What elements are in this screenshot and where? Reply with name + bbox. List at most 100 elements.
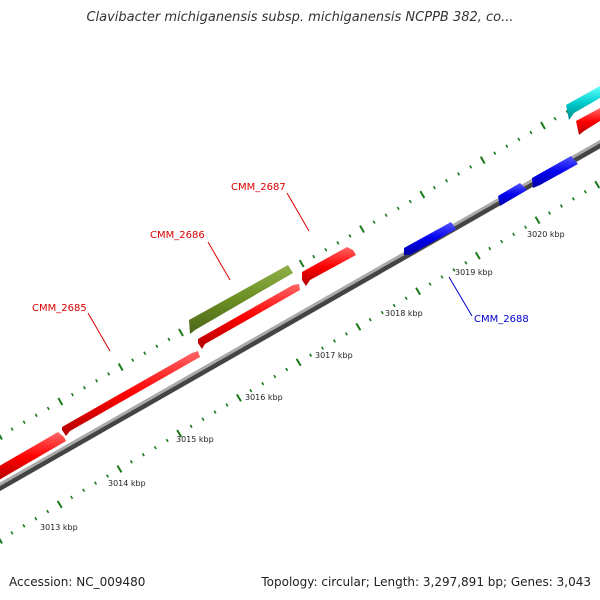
gene-arrow[interactable] xyxy=(576,108,600,135)
major-tick xyxy=(594,180,600,189)
leader-line xyxy=(87,312,111,352)
major-tick xyxy=(298,259,305,268)
minor-tick xyxy=(10,531,14,535)
accession-text: Accession: NC_009480 xyxy=(9,575,146,589)
major-tick xyxy=(419,190,426,199)
major-tick xyxy=(0,538,3,544)
minor-tick xyxy=(312,254,316,259)
minor-tick xyxy=(512,232,516,237)
minor-tick xyxy=(167,337,171,342)
leader-line xyxy=(448,276,473,317)
minor-tick xyxy=(201,417,205,421)
minor-tick xyxy=(309,353,313,357)
minor-tick xyxy=(273,374,277,379)
major-tick xyxy=(295,358,302,367)
gene-labels: CMM_2685 CMM_2686 CMM_2687 CMM_2688 xyxy=(32,182,529,325)
minor-tick xyxy=(500,239,504,244)
minor-tick xyxy=(70,392,74,397)
cyan-feature[interactable] xyxy=(566,86,600,120)
minor-tick xyxy=(547,211,551,215)
minor-tick xyxy=(372,220,376,224)
minor-tick xyxy=(380,310,384,315)
major-tick xyxy=(479,156,486,165)
gene-arrow[interactable] xyxy=(302,247,356,286)
minor-tick xyxy=(469,165,473,169)
map-title: Clavibacter michiganensis subsp. michiga… xyxy=(86,10,514,25)
minor-tick xyxy=(213,410,217,414)
minor-tick xyxy=(524,225,528,230)
minor-tick xyxy=(165,438,169,443)
major-tick xyxy=(57,397,64,406)
major-tick xyxy=(236,393,242,402)
minor-tick xyxy=(408,199,412,204)
minor-tick xyxy=(22,524,26,528)
minor-tick xyxy=(106,474,110,478)
position-label: 3019 kbp xyxy=(455,268,493,277)
minor-tick xyxy=(153,445,157,450)
position-label: 3013 kbp xyxy=(40,523,78,532)
major-tick xyxy=(359,225,365,234)
position-label: 3017 kbp xyxy=(315,351,353,360)
minor-tick xyxy=(464,261,468,265)
gene-arrow[interactable] xyxy=(189,265,293,334)
minor-tick xyxy=(189,424,193,429)
minor-tick xyxy=(22,420,26,424)
major-tick xyxy=(540,121,546,130)
minor-tick xyxy=(452,268,456,272)
minor-tick xyxy=(505,144,509,149)
gene-arrow[interactable] xyxy=(62,351,200,436)
minor-tick xyxy=(583,189,587,194)
position-label: 3014 kbp xyxy=(108,479,146,488)
minor-tick xyxy=(10,427,14,431)
gene-label: CMM_2686 xyxy=(150,230,205,241)
minor-tick xyxy=(94,481,98,485)
minor-tick xyxy=(34,413,38,418)
minor-tick xyxy=(95,379,99,383)
minor-tick xyxy=(392,303,396,308)
minor-tick xyxy=(404,296,408,301)
minor-tick xyxy=(445,178,448,183)
minor-tick xyxy=(428,282,432,286)
major-tick xyxy=(415,287,421,296)
minor-tick xyxy=(261,381,265,386)
minor-tick xyxy=(457,172,461,176)
position-labels: 3013 kbp 3014 kbp 3015 kbp 3016 kbp 3017… xyxy=(40,230,565,532)
major-tick xyxy=(534,216,541,225)
minor-tick xyxy=(324,247,328,252)
position-label: 3020 kbp xyxy=(527,230,565,239)
minor-tick xyxy=(46,406,50,411)
major-tick xyxy=(355,322,362,331)
leader-line xyxy=(286,192,310,232)
major-tick xyxy=(178,328,184,337)
gene-label: CMM_2685 xyxy=(32,303,87,314)
minor-tick xyxy=(70,495,74,500)
minor-tick xyxy=(249,388,253,393)
leader-line xyxy=(207,241,231,281)
minor-tick xyxy=(285,367,289,372)
minor-tick xyxy=(321,346,325,350)
gene-arrow[interactable] xyxy=(532,156,578,188)
minor-tick xyxy=(141,452,145,457)
major-tick xyxy=(0,433,3,440)
inner-tick-ring xyxy=(0,180,600,544)
gene-arrow[interactable] xyxy=(198,284,300,349)
reverse-genes xyxy=(404,156,578,255)
minor-tick xyxy=(82,488,86,493)
major-tick xyxy=(117,363,124,371)
minor-tick xyxy=(143,351,147,356)
minor-tick xyxy=(129,460,133,464)
minor-tick xyxy=(332,339,336,343)
gene-arrow[interactable] xyxy=(0,432,66,482)
gene-label: CMM_2687 xyxy=(231,182,286,193)
minor-tick xyxy=(336,241,340,245)
minor-tick xyxy=(107,372,111,376)
summary-text: Topology: circular; Length: 3,297,891 bp… xyxy=(261,575,591,589)
minor-tick xyxy=(571,197,575,201)
minor-tick xyxy=(488,246,492,251)
minor-tick xyxy=(344,332,348,336)
minor-tick xyxy=(440,275,444,279)
gene-arrow[interactable] xyxy=(404,222,456,255)
gene-label: CMM_2688 xyxy=(474,314,529,325)
gene-arrow[interactable] xyxy=(498,183,527,206)
